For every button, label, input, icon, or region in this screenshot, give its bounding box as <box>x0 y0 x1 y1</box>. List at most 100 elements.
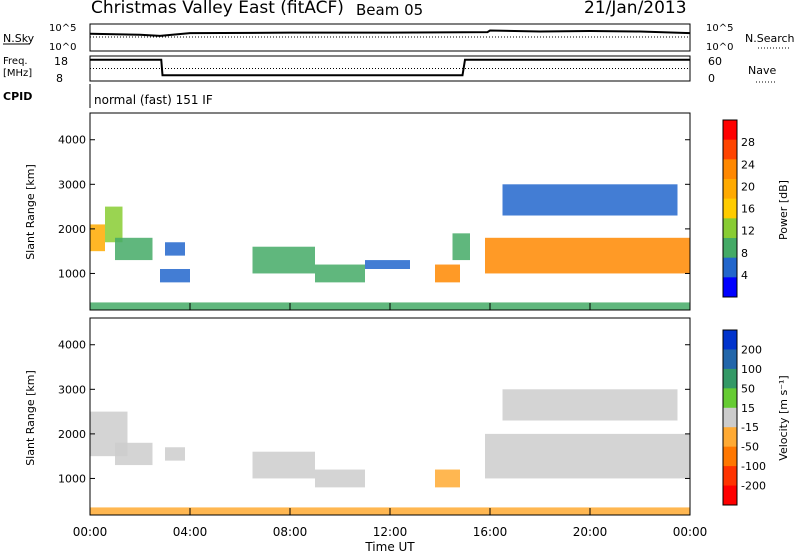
y-tick-label: 1000 <box>58 472 86 485</box>
colorbar-swatch <box>723 427 737 448</box>
colorbar-tick: 100 <box>741 363 762 376</box>
velocity-colorbar-label: Velocity [m s⁻¹] <box>777 375 790 460</box>
colorbar-swatch <box>723 139 737 160</box>
power-ylabel: Slant Range [km] <box>24 164 37 260</box>
noise-line-0 <box>89 29 691 37</box>
colorbar-tick: -50 <box>741 441 759 454</box>
colorbar-tick: -100 <box>741 460 766 473</box>
heat-cell <box>252 246 315 274</box>
colorbar-tick: -200 <box>741 480 766 493</box>
colorbar-tick: 4 <box>741 269 748 282</box>
x-tick-label: 20:00 <box>573 525 608 539</box>
colorbar-swatch <box>723 368 737 389</box>
colorbar-frame <box>722 119 738 298</box>
heat-cell <box>502 389 678 421</box>
x-tick-label: 16:00 <box>473 525 508 539</box>
heat-cell <box>452 233 470 261</box>
colorbar-tick: 20 <box>741 180 755 193</box>
heat-cell <box>252 451 315 479</box>
x-tick-label: 00:00 <box>673 525 708 539</box>
power-colorbar-label: Power [dB] <box>777 180 790 240</box>
noise-right-tick-bottom: 10^0 <box>706 42 733 53</box>
noise-series <box>89 29 691 38</box>
x-tick-label: 00:00 <box>73 525 108 539</box>
noise-right-label: N.Search <box>745 32 795 45</box>
freq-left-tick-bottom: 8 <box>56 72 63 85</box>
cpid-value: normal (fast) 151 IF <box>94 93 213 107</box>
colorbar-tick: -15 <box>741 421 759 434</box>
freq-left-tick-top: 18 <box>54 55 68 68</box>
heat-cell <box>115 442 153 466</box>
heat-cell <box>160 268 190 283</box>
heat-cell <box>502 184 678 216</box>
heat-cell <box>435 469 460 488</box>
freq-right-label: Nave <box>748 64 776 77</box>
y-tick-label: 3000 <box>58 383 86 396</box>
colorbar-tick: 16 <box>741 203 755 216</box>
date-title: 21/Jan/2013 <box>584 0 687 18</box>
freq-series <box>90 58 690 77</box>
velocity-yticks: 4000 3000 2000 1000 <box>58 339 690 485</box>
noise-left-tick-bottom: 10^0 <box>49 42 76 53</box>
colorbar-swatch <box>723 349 737 370</box>
x-axis-label: Time UT <box>364 540 415 554</box>
colorbar-swatch <box>723 238 737 259</box>
heat-cell <box>365 260 410 269</box>
colorbar-swatch <box>723 179 737 200</box>
noise-left-tick-top: 10^5 <box>49 23 76 34</box>
noise-panel-frame <box>89 23 691 52</box>
y-tick-label: 2000 <box>58 223 86 236</box>
y-tick-label: 2000 <box>58 428 86 441</box>
colorbar-swatch <box>723 277 737 298</box>
heat-cell <box>315 469 365 488</box>
heat-cell <box>165 447 185 461</box>
heat-cell <box>435 264 460 283</box>
noise-left-label: N.Sky <box>3 32 35 45</box>
velocity-heatmap <box>90 389 690 515</box>
freq-left-label-1: Freq. <box>3 56 28 67</box>
colorbar-tick: 28 <box>741 136 755 149</box>
heat-cell <box>315 264 365 283</box>
colorbar-swatch <box>723 198 737 219</box>
beam-title: Beam 05 <box>356 1 424 19</box>
colorbar-tick: 12 <box>741 225 755 238</box>
heat-cell <box>485 433 690 479</box>
y-tick-label: 4000 <box>58 339 86 352</box>
x-tick-label: 08:00 <box>273 525 308 539</box>
colorbar-swatch <box>723 407 737 428</box>
colorbar-frame <box>722 329 738 506</box>
station-title: Christmas Valley East (fitACF) <box>91 0 344 18</box>
colorbar-tick: 8 <box>741 247 748 260</box>
colorbar-swatch <box>723 485 737 506</box>
colorbar-swatch <box>723 257 737 278</box>
power-heatmap <box>90 184 690 310</box>
colorbar-swatch <box>723 330 737 350</box>
colorbar-swatch <box>723 388 737 409</box>
x-axis-ticks: 00:00 04:00 08:00 12:00 16:00 20:00 00:00 <box>73 303 708 539</box>
colorbar-tick: 200 <box>741 343 762 356</box>
colorbar-swatch <box>723 218 737 239</box>
colorbar-swatch <box>723 446 737 467</box>
colorbar-swatch <box>723 466 737 487</box>
heat-cell <box>115 237 153 261</box>
freq-right-tick-top: 60 <box>708 55 722 68</box>
heat-cell <box>105 206 123 243</box>
heat-cell <box>165 242 185 256</box>
power-colorbar: 28 24 20 16 12 8 4 <box>722 119 755 298</box>
heat-cell <box>485 237 690 274</box>
velocity-colorbar: 200 100 50 15 -15 -50 -100 -200 <box>722 329 766 506</box>
freq-right-tick-bottom: 0 <box>708 72 715 85</box>
colorbar-swatch <box>723 159 737 180</box>
y-tick-label: 4000 <box>58 134 86 147</box>
velocity-ylabel: Slant Range [km] <box>24 370 37 466</box>
noise-right-tick-top: 10^5 <box>706 23 733 34</box>
colorbar-tick: 24 <box>741 158 755 171</box>
cpid-label: CPID <box>3 90 32 103</box>
colorbar-swatch <box>723 120 737 141</box>
y-tick-label: 3000 <box>58 178 86 191</box>
colorbar-tick: 15 <box>741 402 755 415</box>
y-tick-label: 1000 <box>58 267 86 280</box>
x-tick-label: 12:00 <box>373 525 408 539</box>
freq-left-label-2: [MHz] <box>3 68 32 79</box>
